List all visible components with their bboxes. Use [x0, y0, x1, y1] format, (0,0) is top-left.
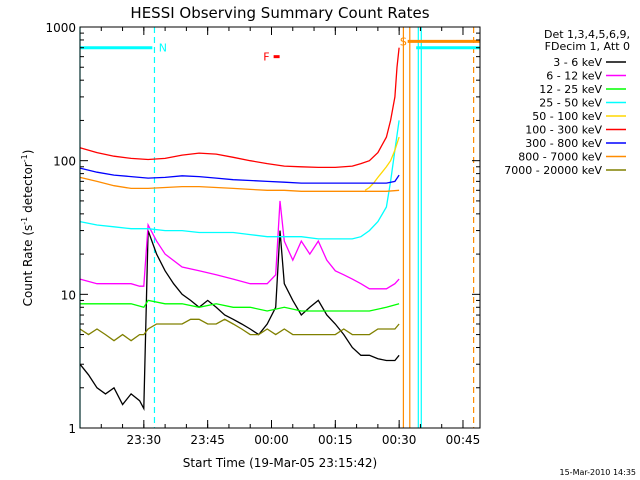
flare-flag-label: F — [263, 51, 269, 64]
attenuator-flag-label: N — [159, 42, 167, 55]
legend-label-4: 50 - 100 keV — [532, 110, 602, 123]
x-tick-label-0: 23:30 — [127, 433, 162, 447]
y-tick-label-1: 10 — [61, 288, 76, 302]
y-axis-label-sup1: -1 — [20, 217, 29, 225]
legend-label-1: 6 - 12 keV — [546, 70, 602, 83]
plot-frame — [79, 26, 481, 429]
x-tick-label-5: 00:45 — [446, 433, 481, 447]
series-line-8 — [79, 318, 400, 342]
x-axis: 23:30 23:45 00:00 00:15 00:30 00:45 — [79, 27, 481, 447]
y-tick-label-3: 1000 — [45, 21, 76, 35]
spacecraft-flag-label: S — [400, 35, 407, 48]
series-line-0 — [79, 230, 400, 411]
x-tick-label-2: 00:00 — [254, 433, 289, 447]
x-tick-label-1: 23:45 — [190, 433, 225, 447]
y-axis: 1 10 100 1000 — [45, 21, 480, 436]
y-axis-label-mid: detector — [21, 162, 35, 217]
series-line-1 — [79, 200, 400, 290]
legend-label-6: 300 - 800 keV — [525, 137, 602, 150]
y-axis-label: Count Rate (s-1 detector-1) — [20, 150, 35, 307]
timestamp: 15-Mar-2010 14:35 — [560, 468, 637, 477]
legend: Det 1,3,4,5,6,9,FDecim 1, Att 0 3 - 6 keV… — [504, 28, 630, 177]
legend-label-2: 12 - 25 keV — [539, 83, 602, 96]
legend-label-0: 3 - 6 keV — [553, 56, 602, 69]
x-tick-label-3: 00:15 — [318, 433, 353, 447]
series-line-7 — [79, 176, 400, 192]
legend-header-0: Det 1,3,4,5,6,9, — [544, 28, 630, 41]
x-axis-label: Start Time (19-Mar-05 23:15:42) — [183, 456, 377, 470]
y-axis-label-end: ) — [21, 150, 35, 155]
legend-header-1: FDecim 1, Att 0 — [545, 40, 630, 53]
y-tick-label-0: 1 — [68, 422, 76, 436]
series-line-5 — [79, 47, 400, 169]
flare-flag-mark — [273, 55, 280, 59]
x-tick-label-4: 00:30 — [382, 433, 417, 447]
legend-label-3: 25 - 50 keV — [539, 97, 602, 110]
series-line-2 — [80, 299, 400, 312]
plot-area: N S F — [79, 27, 480, 428]
y-axis-label-main: Count Rate (s — [21, 225, 35, 307]
series-line-3 — [79, 120, 400, 240]
legend-label-7: 800 - 7000 keV — [518, 151, 602, 164]
chart-title: HESSI Observing Summary Count Rates — [130, 4, 429, 22]
series-line-4 — [364, 136, 400, 191]
legend-label-8: 7000 - 20000 keV — [504, 164, 602, 177]
y-axis-label-sup2: -1 — [20, 154, 29, 162]
legend-label-5: 100 - 300 keV — [525, 124, 602, 137]
y-tick-label-2: 100 — [53, 155, 76, 169]
series-line-6 — [79, 167, 400, 184]
